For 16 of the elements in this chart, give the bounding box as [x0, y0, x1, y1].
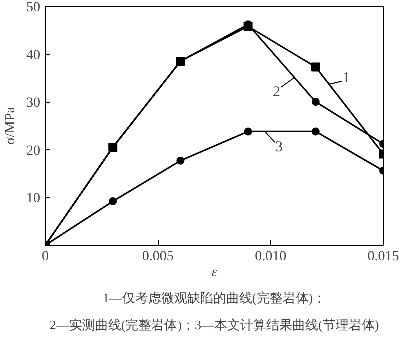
x-tick-label: 0.015 — [368, 250, 400, 264]
text: 2—实测曲线(完整岩体)；3—本文计算结果曲线(节理岩体) — [50, 318, 380, 332]
y-tick-label: 40 — [26, 48, 40, 64]
x-tick-label: 0 — [42, 250, 49, 264]
annotation: 2 — [272, 84, 280, 101]
y-tick-label: 10 — [26, 192, 40, 207]
y-tick-label: 20 — [26, 144, 40, 159]
y-axis-title: σ/MPa — [4, 106, 18, 145]
annotation: 3 — [275, 140, 283, 156]
text: 1—仅考虑微观缺陷的曲线(完整岩体)； — [102, 290, 326, 306]
x-tick-label: 0.005 — [142, 250, 174, 264]
x-axis-title: ε — [212, 266, 218, 280]
y-tick-label: 30 — [26, 96, 40, 112]
y-tick-label: 50 — [26, 0, 40, 16]
x-tick-label: 0.010 — [255, 250, 287, 264]
annotation: 1 — [342, 70, 350, 86]
